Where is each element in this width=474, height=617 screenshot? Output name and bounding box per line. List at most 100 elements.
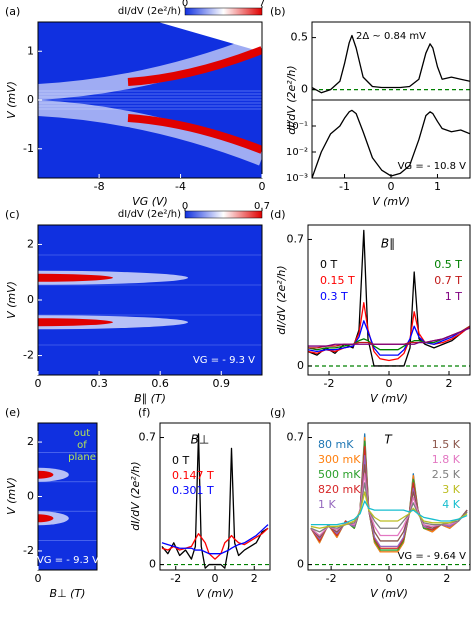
x-tick-label: 0 <box>259 180 266 193</box>
legend-entry: 1 T <box>445 290 462 303</box>
x-tick-label: 0 <box>35 572 42 585</box>
plot-area <box>38 423 97 570</box>
panel: -2 0 2 0 0.7 V (mV) dI/dV (2e²/h) (d) B∥ 0 T 0.15 … <box>270 208 471 405</box>
colorbar-label: dI/dV (2e²/h) <box>118 209 181 220</box>
y-tick-label: 10⁻¹ <box>286 121 308 132</box>
series-line <box>308 327 470 347</box>
legend-entry: 1 K <box>318 498 336 511</box>
parameter-label: B∥ <box>381 237 395 251</box>
panel: -1 0 1 10⁻³ 10⁻² 10⁻¹ V (mV) VG = - 10.8 V <box>286 99 471 208</box>
x-axis-label: B⊥ (T) <box>50 587 86 600</box>
parameter-label: B⊥ <box>191 433 210 447</box>
y-tick-label: 0 <box>27 93 34 106</box>
panel-label: (d) <box>270 208 286 221</box>
colorbar <box>184 210 263 219</box>
y-tick-label: 0.5 <box>291 31 309 44</box>
legend-entry: 2.5 K <box>432 468 461 481</box>
y-tick-label: 0 <box>297 558 304 571</box>
note: of <box>77 440 87 451</box>
x-axis-label: V (mV) <box>370 392 408 405</box>
legend-entry: 0.301 T <box>172 484 214 497</box>
y-tick-label: 0 <box>149 558 156 571</box>
legend-entry: 300 mK <box>318 453 361 466</box>
series-line <box>308 325 470 351</box>
x-tick-label: 0 <box>35 377 42 390</box>
legend-entry: 0.15 T <box>320 274 355 287</box>
heatmap-peak <box>38 273 113 282</box>
x-tick-label: -2 <box>170 572 181 585</box>
x-axis-label: VG (V) <box>132 195 168 208</box>
annotation: VG = - 9.3 V <box>37 555 99 566</box>
legend-entry: 820 mK <box>318 483 361 496</box>
colorbar <box>184 7 263 16</box>
x-tick-label: 0.3 <box>90 377 108 390</box>
note: plane <box>68 452 96 463</box>
y-axis-label: dI/dV (2e²/h) <box>275 265 288 334</box>
panel: 0 7 dI/dV (2e²/h) -8 -4 0 -1 0 1 VG (V) V (mV) (a) <box>5 0 266 208</box>
series-line <box>310 500 468 526</box>
legend-entry: 4 K <box>442 498 460 511</box>
y-axis-label: V (mV) <box>5 81 18 119</box>
x-tick-label: 0.6 <box>151 377 169 390</box>
y-tick-label: 2 <box>27 237 34 250</box>
y-axis-label: dI/dV (2e²/h) <box>285 65 298 134</box>
x-axis-label: B∥ (T) <box>134 392 166 405</box>
x-tick-label: 0 <box>386 572 393 585</box>
y-tick-label: 0 <box>27 293 34 306</box>
panel: 0 0.5 dI/dV (2e²/h) (b) 2Δ ~ 0.84 mV <box>270 5 471 135</box>
plot-area <box>38 225 262 375</box>
y-tick-label: 0 <box>301 83 308 96</box>
series-line <box>161 433 269 569</box>
plot-area <box>308 229 470 367</box>
colorbar-tick-label: 0 <box>182 0 188 9</box>
series-line <box>310 491 468 529</box>
legend-entry: 1.5 K <box>432 438 461 451</box>
plot-area <box>312 34 470 94</box>
heatmap-peak <box>38 470 54 479</box>
y-axis-label: dI/dV (2e²/h) <box>129 461 142 530</box>
annotation: VG = - 9.3 V <box>193 355 255 366</box>
x-tick-label: 0 <box>388 180 395 193</box>
y-tick-label: -2 <box>23 544 34 557</box>
heatmap-peak <box>38 514 54 523</box>
parameter-label: T <box>384 433 393 447</box>
x-tick-label: 0 <box>386 377 393 390</box>
x-axis-label: V (mV) <box>372 195 410 208</box>
colorbar-tick-label: 0.7 <box>254 201 270 212</box>
heatmap-background <box>38 225 262 375</box>
x-tick-label: 2 <box>446 377 453 390</box>
annotation: 2Δ ~ 0.84 mV <box>356 31 426 42</box>
y-tick-label: 0.7 <box>287 232 305 245</box>
legend-entry: 500 mK <box>318 468 361 481</box>
panel-label: (e) <box>5 406 20 419</box>
heatmap-background <box>38 423 97 570</box>
x-tick-label: -4 <box>175 180 186 193</box>
legend-entry: 0.3 T <box>320 290 348 303</box>
y-tick-label: 10⁻³ <box>286 173 308 184</box>
colorbar-tick-label: 0 <box>182 201 188 212</box>
plot-area <box>38 22 262 178</box>
y-tick-label: 2 <box>27 435 34 448</box>
series-line <box>161 524 269 555</box>
legend-entry: 0 T <box>172 454 189 467</box>
y-tick-label: 0.7 <box>139 431 157 444</box>
legend-entry: 0.5 T <box>434 258 462 271</box>
panel-label: (c) <box>5 208 20 221</box>
x-tick-label: -1 <box>339 180 350 193</box>
legend-entry: 3 K <box>442 483 460 496</box>
y-tick-label: 1 <box>27 44 34 57</box>
annotation: VG = - 9.64 V <box>398 551 467 562</box>
heatmap-band <box>127 114 262 154</box>
panel-label: (a) <box>5 5 20 18</box>
legend-entry: 1.8 K <box>432 453 461 466</box>
x-axis-label: V (mV) <box>196 587 234 600</box>
panel-label: (b) <box>270 5 286 18</box>
legend-entry: 0.147 T <box>172 469 214 482</box>
panel: -2 0 2 0 0.7 V (mV) (g) VG = - 9.64 V T 80 mK 300 … <box>270 406 471 600</box>
heatmap-peak <box>38 318 113 327</box>
panel-label: (f) <box>138 406 150 419</box>
x-tick-label: -8 <box>94 180 105 193</box>
series-line <box>161 527 269 560</box>
